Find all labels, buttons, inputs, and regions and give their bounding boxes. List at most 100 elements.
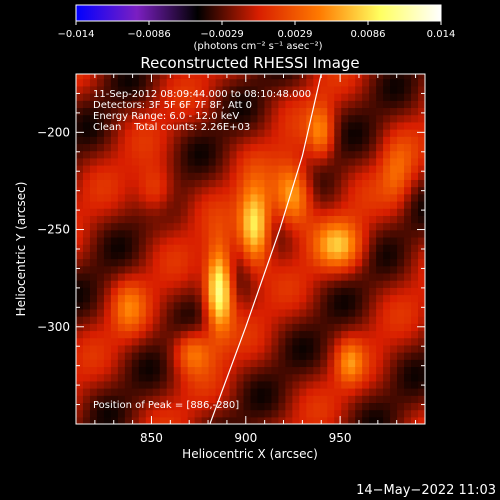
heatmap-cell [341, 74, 349, 80]
heatmap-cell [187, 287, 196, 296]
heatmap-cell [229, 352, 238, 360]
heatmap-cell [159, 150, 168, 159]
heatmap-cell [152, 179, 161, 188]
heatmap-cell [201, 74, 210, 80]
heatmap-cell [411, 129, 419, 137]
colorbar-tick-label: −0.0029 [200, 29, 243, 40]
heatmap-cell [89, 272, 98, 281]
heatmap-cell [131, 85, 140, 94]
heatmap-cell [264, 352, 273, 360]
heatmap-cell [306, 380, 314, 389]
heatmap-cell [208, 280, 217, 288]
heatmap-cell [313, 236, 321, 245]
heatmap-cell [166, 107, 175, 116]
heatmap-cell [264, 193, 273, 202]
heatmap-cell [76, 74, 84, 80]
heatmap-cell [194, 150, 203, 159]
heatmap-cell [103, 316, 112, 324]
heatmap-cell [334, 373, 342, 382]
heatmap-cell [264, 409, 273, 418]
heatmap-cell [215, 380, 224, 389]
heatmap-cell [215, 352, 224, 360]
heatmap-cell [215, 244, 224, 252]
heatmap-cell [138, 78, 147, 87]
heatmap-cell [131, 107, 140, 116]
heatmap-cell [264, 222, 273, 231]
heatmap-cell [187, 74, 196, 80]
heatmap-cell [355, 129, 363, 137]
heatmap-cell [418, 200, 425, 209]
heatmap-cell [103, 344, 112, 353]
heatmap-cell [292, 337, 300, 346]
heatmap-cell [292, 179, 300, 188]
heatmap-cell [236, 165, 245, 173]
heatmap-cell [362, 129, 370, 137]
heatmap-cell [96, 200, 105, 209]
heatmap-cell [201, 409, 210, 418]
heatmap-cell [229, 193, 238, 202]
heatmap-cell [327, 121, 335, 130]
heatmap-cell [187, 265, 196, 274]
heatmap-cell [243, 395, 252, 404]
heatmap-cell [166, 100, 175, 109]
heatmap-cell [404, 316, 412, 324]
heatmap-cell [89, 74, 98, 80]
heatmap-cell [348, 157, 356, 166]
heatmap-cell [299, 78, 307, 87]
heatmap-cell [418, 251, 425, 260]
heatmap-cell [76, 416, 84, 424]
heatmap-cell [229, 301, 238, 310]
heatmap-cell [173, 337, 182, 346]
heatmap-cell [243, 93, 252, 101]
heatmap-cell [180, 395, 189, 404]
heatmap-cell [117, 74, 126, 80]
heatmap-cell [152, 136, 161, 145]
heatmap-cell [327, 344, 335, 353]
heatmap-cell [138, 121, 147, 130]
heatmap-cell [194, 143, 203, 152]
heatmap-cell [152, 258, 161, 267]
heatmap-cell [299, 337, 307, 346]
heatmap-cell [208, 78, 217, 87]
heatmap-cell [222, 337, 231, 346]
heatmap-cell [397, 352, 405, 360]
heatmap-cell [369, 157, 377, 166]
heatmap-cell [292, 265, 300, 274]
heatmap-cell [369, 229, 377, 238]
heatmap-cell [229, 200, 238, 209]
heatmap-cell [376, 330, 384, 339]
heatmap-cell [306, 409, 314, 418]
heatmap-cell [145, 172, 154, 180]
heatmap-cell [180, 165, 189, 173]
heatmap-cell [264, 373, 273, 382]
heatmap-cell [96, 193, 105, 202]
heatmap-cell [243, 287, 252, 296]
heatmap-cell [131, 265, 140, 274]
heatmap-cell [306, 93, 314, 101]
heatmap-cell [201, 265, 210, 274]
heatmap-cell [243, 208, 252, 216]
heatmap-cell [201, 136, 210, 145]
heatmap-cell [334, 258, 342, 267]
heatmap-cell [362, 366, 370, 375]
heatmap-cell [222, 85, 231, 94]
heatmap-cell [222, 107, 231, 116]
heatmap-cell [320, 388, 328, 396]
heatmap-cell [390, 330, 398, 339]
heatmap-cell [355, 121, 363, 130]
heatmap-cell [341, 193, 349, 202]
heatmap-cell [194, 301, 203, 310]
heatmap-cell [159, 229, 168, 238]
heatmap-cell [236, 186, 245, 195]
heatmap-cell [362, 301, 370, 310]
heatmap-cell [341, 222, 349, 231]
heatmap-cell [257, 229, 266, 238]
heatmap-cell [76, 85, 84, 94]
heatmap-cell [152, 316, 161, 324]
heatmap-cell [124, 402, 133, 411]
heatmap-cell [76, 136, 84, 145]
heatmap-cell [222, 136, 231, 145]
heatmap-cell [362, 107, 370, 116]
heatmap-cell [145, 244, 154, 252]
heatmap-cell [243, 337, 252, 346]
